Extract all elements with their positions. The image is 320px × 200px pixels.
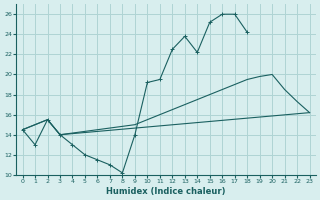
X-axis label: Humidex (Indice chaleur): Humidex (Indice chaleur) <box>106 187 226 196</box>
